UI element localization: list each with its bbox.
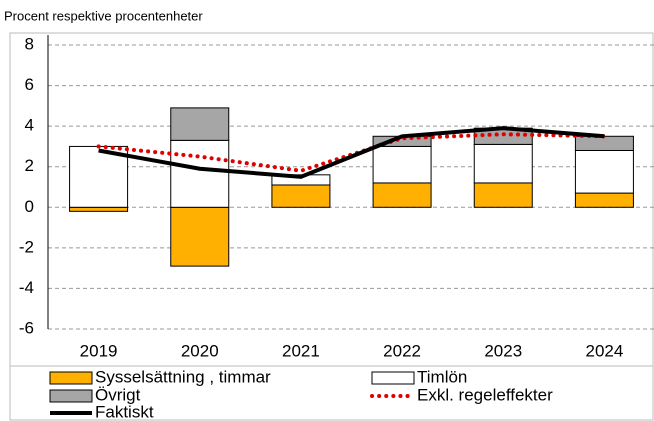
bar [170,139,230,208]
legend-label: Exkl. regeleffekter [417,385,553,404]
y-tick-label: 8 [25,34,34,53]
x-tick-label: 2019 [80,341,118,360]
x-tick-label: 2022 [383,341,421,360]
x-tick-label: 2021 [282,341,320,360]
y-tick-label: -4 [19,278,34,297]
bar [574,135,634,151]
legend-label: Timlön [417,367,467,386]
y-tick-label: -6 [19,318,34,337]
bar [69,145,129,208]
bar [574,192,634,208]
x-tick-label: 2020 [181,341,219,360]
legend-swatch [371,371,415,385]
bar [574,149,634,194]
legend-label: Övrigt [95,385,141,404]
legend-swatch [49,371,93,385]
y-tick-label: 4 [25,116,34,135]
bar [473,182,533,208]
bar [170,107,230,141]
bar [372,182,432,208]
bar [69,206,129,212]
y-tick-label: 2 [25,156,34,175]
y-tick-label: -2 [19,237,34,256]
x-tick-label: 2023 [484,341,522,360]
bar [170,206,230,267]
y-tick-label: 6 [25,75,34,94]
bar [271,184,331,208]
bar [473,143,533,184]
bar [372,145,432,184]
chart-subtitle: Procent respektive procentenheter [4,8,203,23]
y-tick-label: 0 [25,197,34,216]
frame [9,32,654,421]
line [98,126,605,179]
x-tick-label: 2024 [586,341,624,360]
legend-label: Faktiskt [95,402,154,421]
legend-label: Sysselsättning , timmar [95,367,271,386]
legend-swatch [49,389,93,403]
